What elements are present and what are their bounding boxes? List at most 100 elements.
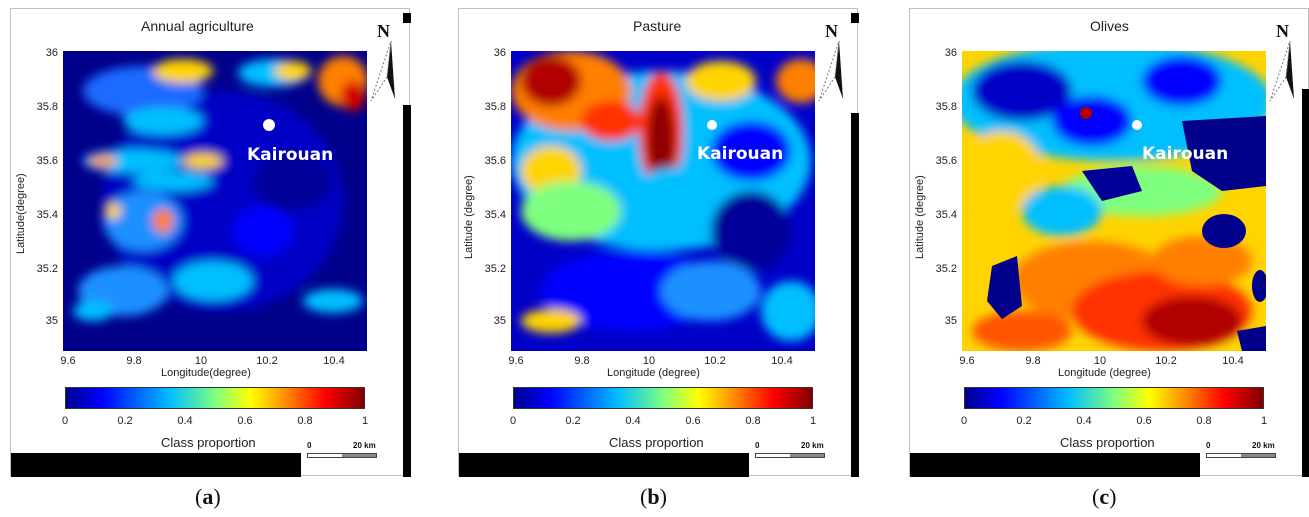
- x-tick: 10.2: [704, 355, 726, 367]
- y-tick: 36: [493, 47, 506, 59]
- colorbar-tick: 0.2: [1016, 415, 1032, 427]
- scale-bar-start: 0: [1206, 441, 1211, 450]
- class-proportion-map: [63, 51, 367, 351]
- y-axis-label: Latitude(degree): [15, 173, 27, 254]
- colorbar-label: Class proportion: [609, 435, 704, 450]
- x-tick: 10: [642, 355, 656, 367]
- colorbar-tick: 0.6: [1136, 415, 1152, 427]
- heatmap-image: [63, 51, 367, 351]
- panel-title: Olives: [1090, 18, 1129, 34]
- caption-letter: b: [647, 484, 660, 509]
- black-band-bottom: [459, 453, 749, 477]
- x-tick: 9.6: [959, 355, 975, 367]
- colorbar: [513, 387, 813, 409]
- scale-bar-start: 0: [307, 441, 312, 450]
- colorbar-tick: 1: [361, 415, 369, 427]
- colorbar-tick: 0.6: [685, 415, 701, 427]
- x-axis-label: Longitude (degree): [607, 367, 700, 379]
- map-panel-b: Pasture: [458, 8, 859, 477]
- colorbar-tick: 0.4: [1076, 415, 1092, 427]
- colorbar-tick: 0.8: [1196, 415, 1212, 427]
- caption-open: (: [640, 484, 648, 509]
- x-tick: 9.6: [60, 355, 76, 367]
- scale-bar-graphic: [1206, 453, 1276, 458]
- y-tick: 35.6: [484, 155, 506, 167]
- colorbar-tick: 0: [61, 415, 69, 427]
- y-tick: 35.2: [36, 263, 58, 275]
- y-tick: 35.4: [935, 209, 957, 221]
- city-label: Kairouan: [1142, 144, 1229, 164]
- north-arrow-icon: [1269, 40, 1294, 102]
- city-marker: [1132, 120, 1142, 130]
- north-arrow: N: [369, 21, 409, 111]
- caption-c: (c): [1092, 484, 1116, 510]
- y-tick: 36: [45, 47, 58, 59]
- class-proportion-map: [511, 51, 815, 351]
- caption-open: (: [195, 484, 203, 509]
- y-tick: 35.2: [935, 263, 957, 275]
- colorbar-label: Class proportion: [1060, 435, 1155, 450]
- caption-b: (b): [640, 484, 667, 510]
- colorbar-label: Class proportion: [161, 435, 256, 450]
- north-arrow-label: N: [1276, 21, 1289, 41]
- colorbar-tick: 1: [1260, 415, 1268, 427]
- black-band-right: [1302, 89, 1309, 477]
- colorbar-tick: 0.4: [625, 415, 641, 427]
- colorbar-tick: 0: [960, 415, 968, 427]
- panel-title: Pasture: [633, 18, 682, 34]
- city-marker: [707, 120, 717, 130]
- north-arrow-label: N: [825, 21, 838, 41]
- y-tick: 35: [944, 315, 957, 327]
- x-tick: 9.8: [126, 355, 142, 367]
- x-tick: 10.4: [771, 355, 793, 367]
- black-band-right: [851, 113, 859, 477]
- black-band-bottom: [11, 453, 301, 477]
- caption-open: (: [1092, 484, 1100, 509]
- black-band-top: [403, 13, 411, 23]
- caption-letter: a: [202, 484, 214, 509]
- x-axis-label: Longitude (degree): [1058, 367, 1151, 379]
- y-axis-label: Latitude (degree): [914, 175, 926, 259]
- colorbar: [964, 387, 1264, 409]
- y-axis-label: Latitude (degree): [463, 175, 475, 259]
- y-tick: 35.4: [36, 209, 58, 221]
- x-tick: 9.8: [1025, 355, 1041, 367]
- y-tick: 35: [493, 315, 506, 327]
- y-tick: 35.6: [935, 155, 957, 167]
- y-tick: 35.6: [36, 155, 58, 167]
- caption-close: ): [213, 484, 221, 509]
- y-tick: 35.2: [484, 263, 506, 275]
- panel-title: Annual agriculture: [141, 18, 254, 34]
- colorbar: [65, 387, 365, 409]
- y-tick: 35.8: [36, 101, 58, 113]
- north-arrow: N: [817, 21, 857, 111]
- heatmap-image: [511, 51, 815, 351]
- caption-close: ): [1109, 484, 1117, 509]
- north-arrow: N: [1268, 21, 1308, 111]
- map-panel-a: Annual agriculture: [10, 8, 411, 477]
- map-panel-c: Olives: [909, 8, 1309, 477]
- colorbar-tick: 0.8: [745, 415, 761, 427]
- black-band-top: [851, 13, 859, 23]
- y-tick: 35: [45, 315, 58, 327]
- class-proportion-map: [962, 51, 1266, 351]
- x-tick: 9.8: [574, 355, 590, 367]
- y-tick: 36: [944, 47, 957, 59]
- colorbar-tick: 0.2: [117, 415, 133, 427]
- caption-a: (a): [195, 484, 221, 510]
- x-tick: 10: [194, 355, 208, 367]
- x-tick: 10.4: [323, 355, 345, 367]
- scale-bar-graphic: [307, 453, 377, 458]
- y-tick: 35.4: [484, 209, 506, 221]
- city-label: Kairouan: [697, 144, 784, 164]
- x-axis-label: Longitude(degree): [161, 367, 251, 379]
- scale-bar-end: 20 km: [1252, 441, 1275, 450]
- city-label: Kairouan: [247, 145, 334, 165]
- scale-bar-end: 20 km: [353, 441, 376, 450]
- scale-bar-start: 0: [755, 441, 760, 450]
- colorbar-tick: 1: [809, 415, 817, 427]
- colorbar-tick: 0.8: [297, 415, 313, 427]
- colorbar-tick: 0.4: [177, 415, 193, 427]
- x-tick: 10.2: [256, 355, 278, 367]
- x-tick: 10.4: [1222, 355, 1244, 367]
